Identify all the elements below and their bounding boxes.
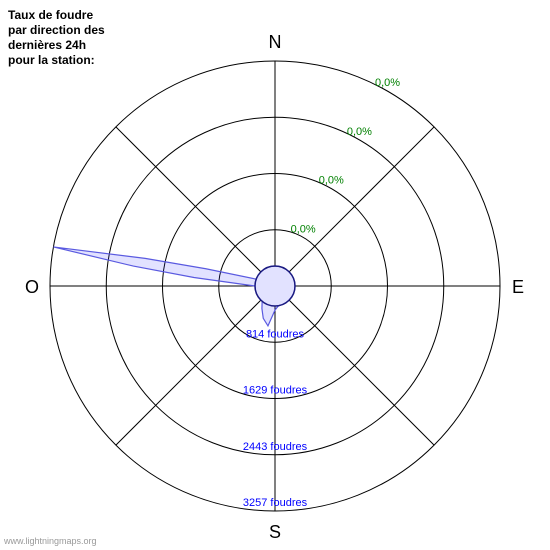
- cardinal-e: E: [512, 277, 524, 297]
- radial-line: [289, 127, 434, 272]
- pct-ring-label: 0,0%: [319, 175, 344, 187]
- pct-ring-label: 0,0%: [347, 126, 372, 138]
- count-ring-label: 1629 foudres: [243, 385, 308, 397]
- polar-chart: 0,0% 814 foudres 0,0% 1629 foudres 0,0% 2443 …: [0, 0, 550, 550]
- pct-ring-label: 0,0%: [291, 223, 316, 235]
- cardinal-w: O: [25, 277, 39, 297]
- radial-line: [289, 300, 434, 445]
- source-footer: www.lightningmaps.org: [4, 536, 97, 546]
- count-ring-label: 814 foudres: [246, 328, 305, 340]
- count-ring-label: 2443 foudres: [243, 441, 308, 453]
- radial-line: [116, 127, 261, 272]
- radial-line: [116, 300, 261, 445]
- count-ring-label: 3257 foudres: [243, 497, 308, 509]
- pct-ring-label: 0,0%: [375, 77, 400, 89]
- cardinal-n: N: [269, 32, 282, 52]
- cardinal-s: S: [269, 522, 281, 542]
